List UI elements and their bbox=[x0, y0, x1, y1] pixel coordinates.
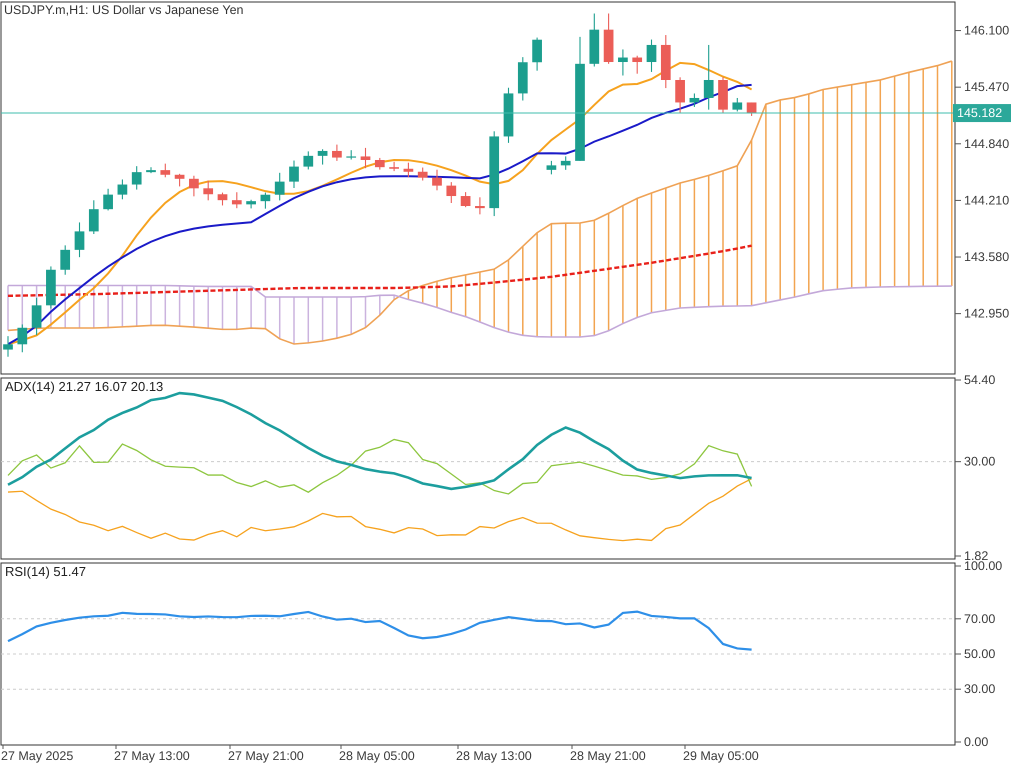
svg-text:50.00: 50.00 bbox=[964, 647, 995, 661]
svg-text:ADX(14) 21.27 16.07 20.13: ADX(14) 21.27 16.07 20.13 bbox=[5, 379, 163, 394]
svg-text:100.00: 100.00 bbox=[964, 559, 1002, 573]
svg-text:142.950: 142.950 bbox=[964, 307, 1009, 321]
svg-text:0.00: 0.00 bbox=[964, 735, 988, 749]
svg-text:28 May 05:00: 28 May 05:00 bbox=[339, 749, 415, 763]
svg-text:54.40: 54.40 bbox=[964, 373, 995, 387]
svg-text:27 May 2025: 27 May 2025 bbox=[1, 749, 73, 763]
svg-text:29 May 05:00: 29 May 05:00 bbox=[683, 749, 759, 763]
svg-text:30.00: 30.00 bbox=[964, 455, 995, 469]
svg-text:30.00: 30.00 bbox=[964, 682, 995, 696]
svg-text:27 May 13:00: 27 May 13:00 bbox=[114, 749, 190, 763]
svg-text:145.470: 145.470 bbox=[964, 80, 1009, 94]
svg-text:143.580: 143.580 bbox=[964, 250, 1009, 264]
svg-text:28 May 21:00: 28 May 21:00 bbox=[570, 749, 646, 763]
svg-text:27 May 21:00: 27 May 21:00 bbox=[228, 749, 304, 763]
svg-text:144.210: 144.210 bbox=[964, 193, 1009, 207]
svg-text:146.100: 146.100 bbox=[964, 24, 1009, 38]
svg-text:28 May 13:00: 28 May 13:00 bbox=[456, 749, 532, 763]
svg-text:144.840: 144.840 bbox=[964, 137, 1009, 151]
svg-text:70.00: 70.00 bbox=[964, 612, 995, 626]
svg-text:145.182: 145.182 bbox=[957, 106, 1002, 120]
svg-text:RSI(14) 51.47: RSI(14) 51.47 bbox=[5, 564, 86, 579]
svg-text:USDJPY.m,H1: US Dollar vs Jap: USDJPY.m,H1: US Dollar vs Japanese Yen bbox=[4, 3, 244, 17]
